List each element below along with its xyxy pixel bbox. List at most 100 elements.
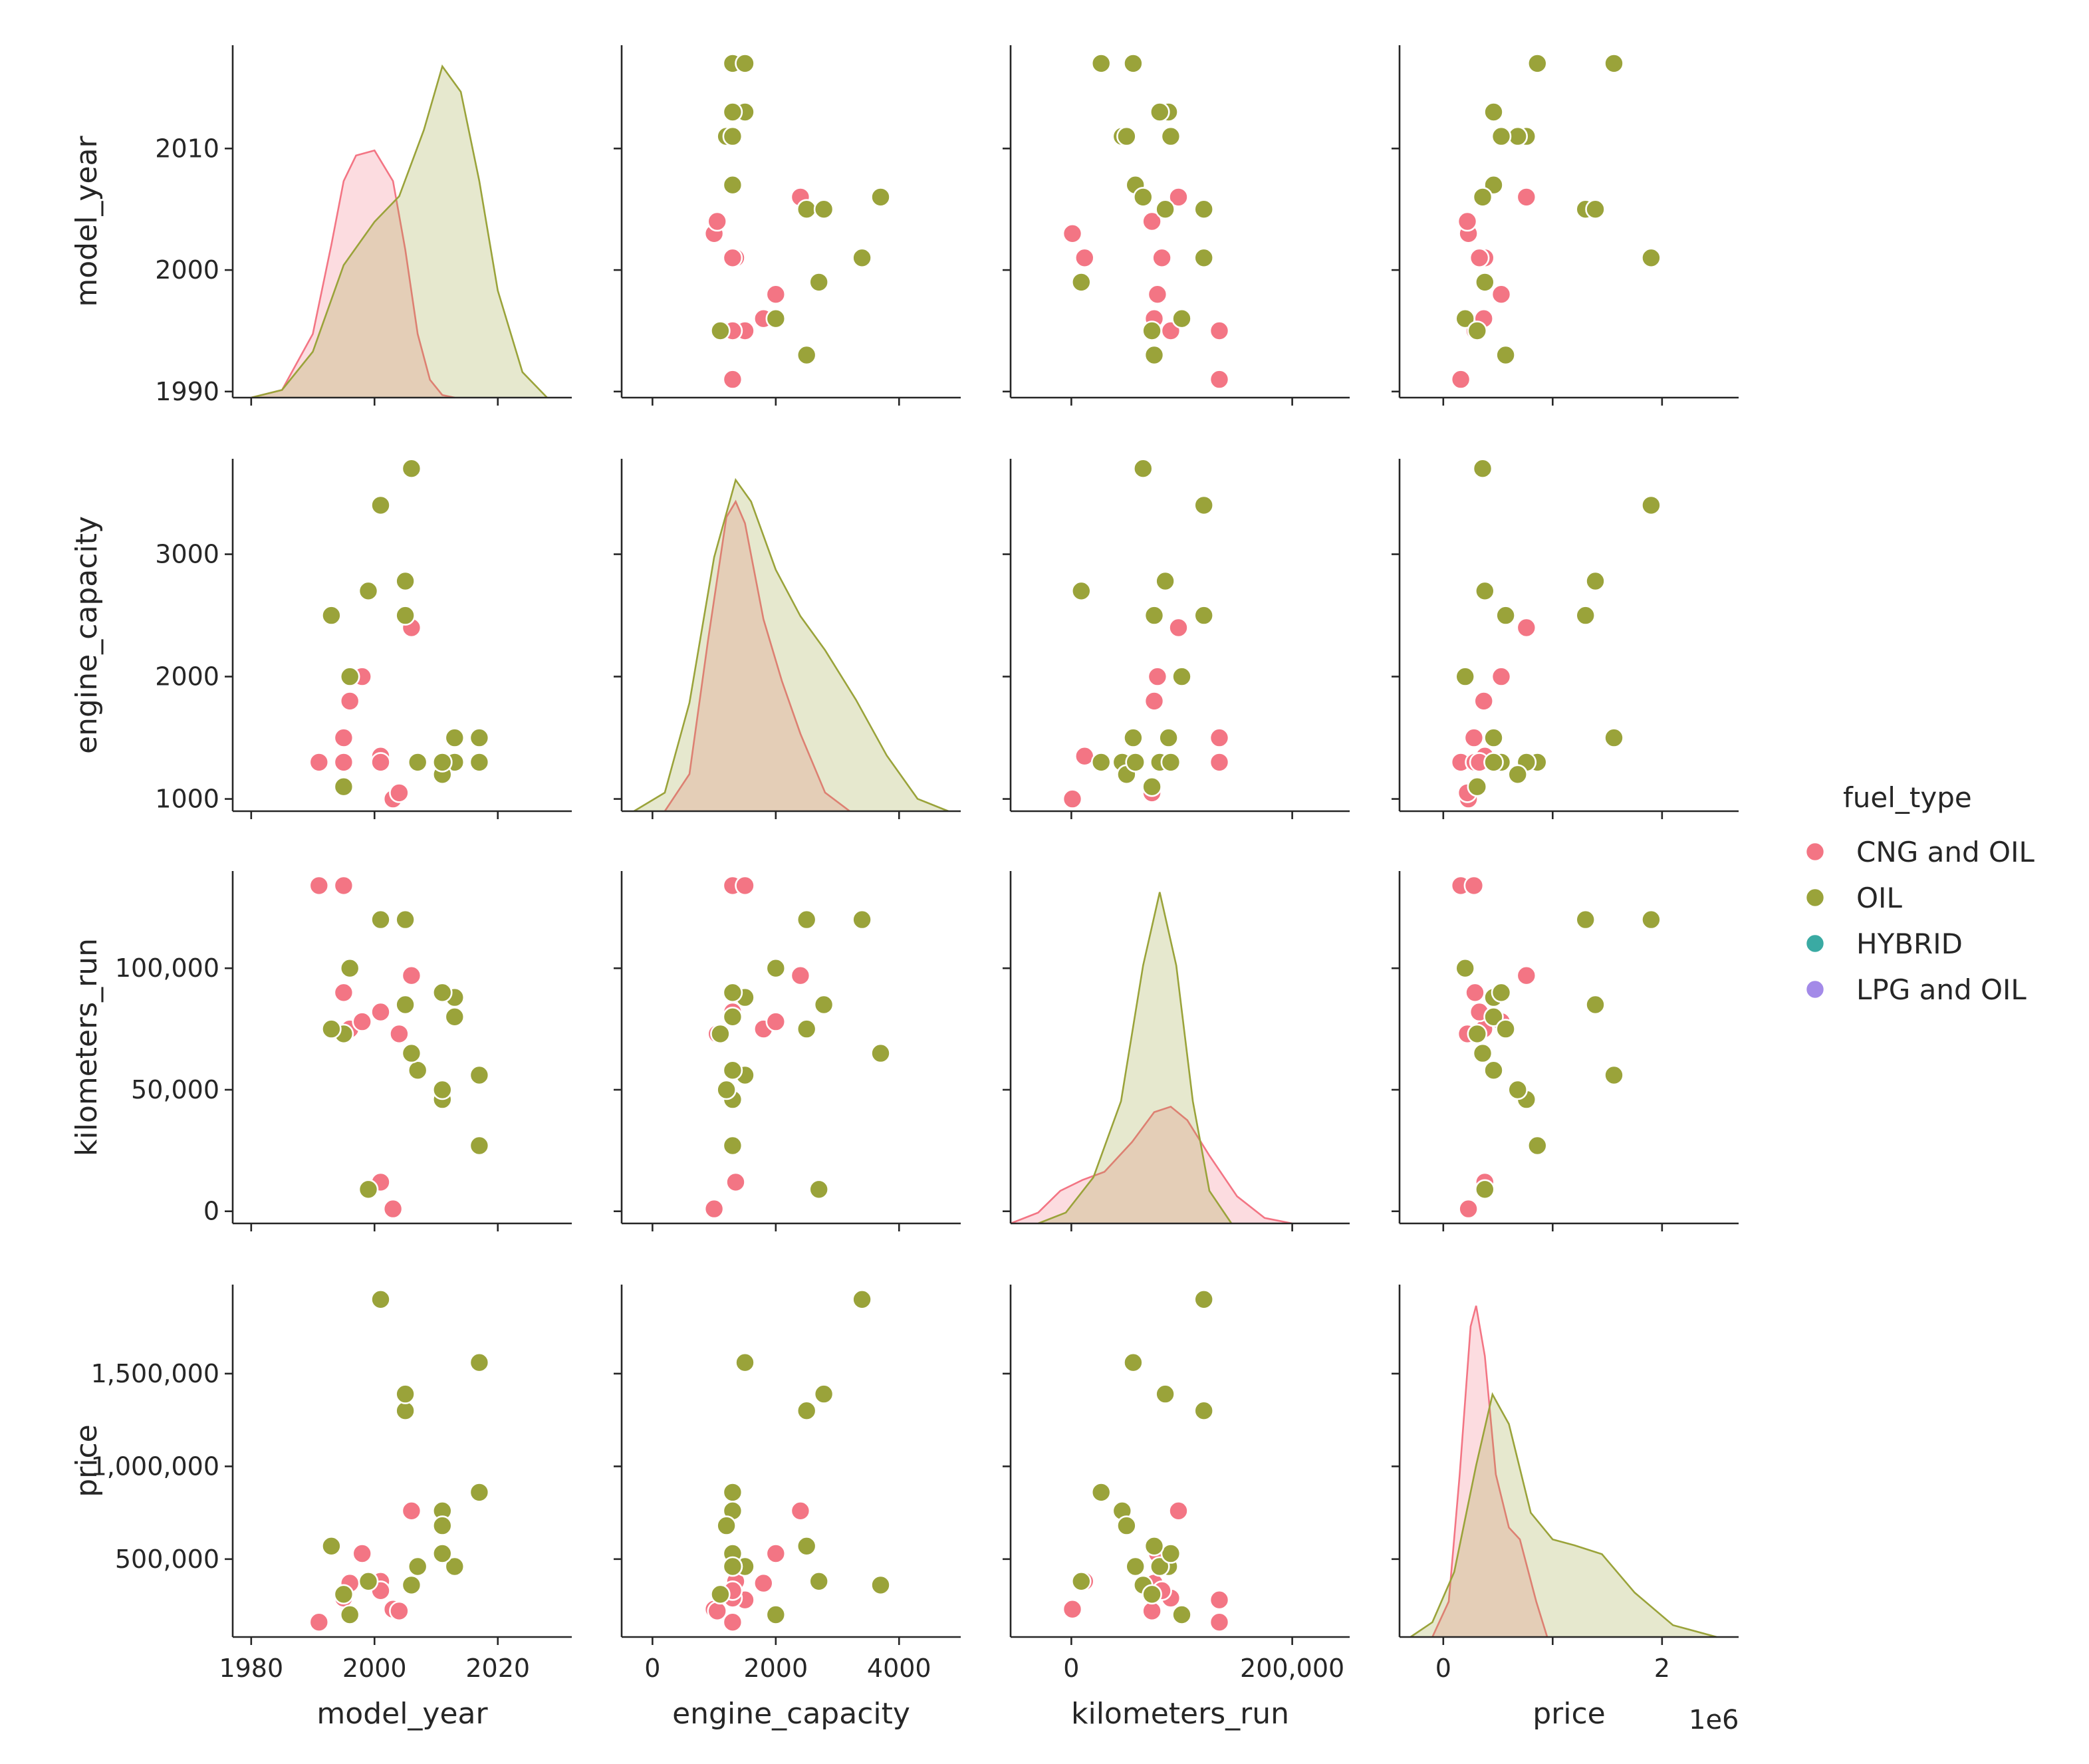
- kde-line-oil: [1038, 892, 1233, 1225]
- scatter-point-23: [1171, 666, 1192, 687]
- scatter-point-6: [1142, 211, 1162, 232]
- scatter-point-9: [370, 1001, 391, 1023]
- scatter-point-19: [1575, 909, 1596, 930]
- scatter-point-16: [1160, 752, 1181, 773]
- scatter-point-1: [1463, 727, 1485, 748]
- scatter-point-25: [1495, 1019, 1516, 1039]
- scatter-point-18: [401, 458, 422, 479]
- scatter-point-1: [1209, 727, 1230, 748]
- x-tick-label: 0: [644, 1654, 660, 1683]
- scatter-point-6: [707, 211, 727, 232]
- scatter-point-22: [1475, 1179, 1495, 1200]
- scatter-point-25: [1495, 605, 1516, 626]
- panel-kilometers_run-vs-kilometers_run: [1003, 871, 1350, 1231]
- kde-line-cng-and-oil: [1010, 1105, 1292, 1225]
- y-tick-label: 1,000,000: [91, 1451, 219, 1481]
- scatter-point-11: [735, 53, 755, 74]
- scatter-point-7: [401, 1501, 422, 1521]
- scatter-point-13: [1483, 102, 1504, 122]
- scatter-point-8: [1465, 982, 1485, 1003]
- scatter-point-16: [1160, 126, 1181, 147]
- scatter-point-25: [796, 1019, 817, 1039]
- x-tick-label: 2: [1654, 1654, 1670, 1683]
- scatter-point-13: [444, 1007, 465, 1027]
- scatter-point-23: [765, 957, 787, 979]
- scatter-point-11: [1604, 727, 1624, 748]
- scatter-point-16: [722, 982, 743, 1003]
- scatter-point-25: [796, 344, 817, 366]
- scatter-point-10: [1090, 53, 1112, 74]
- scatter-point-19: [1193, 1400, 1214, 1421]
- scatter-point-18: [1472, 458, 1493, 479]
- scatter-point-17: [1125, 752, 1146, 773]
- panel-engine_capacity-vs-model_year: 1000 2000 3000 engine_capacity: [70, 458, 572, 819]
- y-axis-label-model_year: model_year: [70, 136, 104, 307]
- scatter-point-3: [352, 1011, 373, 1032]
- scatter-point-17: [722, 1556, 743, 1577]
- y-tick-label: 2000: [155, 255, 219, 285]
- x-axis-label-price: price: [1533, 1697, 1606, 1731]
- panel-price-vs-kilometers_run: 0 200,000 kilometers_run: [1003, 1285, 1350, 1731]
- scatter-point-18: [870, 187, 891, 207]
- y-tick-label: 2010: [155, 134, 219, 163]
- scatter-point-1: [1209, 320, 1230, 341]
- scatter-point-7: [1516, 617, 1537, 638]
- kde-fill-oil: [251, 66, 547, 398]
- scatter-point-11: [469, 1352, 490, 1373]
- scatter-point-25: [321, 605, 342, 626]
- panel-model_year-vs-price: [1392, 45, 1739, 406]
- scatter-point-24: [710, 1023, 731, 1045]
- scatter-point-19: [395, 605, 416, 626]
- scatter-point-20: [1585, 570, 1606, 592]
- x-axis-label-model_year: model_year: [316, 1697, 488, 1731]
- panel-price-vs-price: 0 2 price: [1392, 1285, 1739, 1731]
- scatter-point-17: [1483, 752, 1504, 773]
- panel-model_year-vs-model_year: 1990 2000 2010 model_year: [70, 45, 572, 406]
- scatter-point-19: [395, 909, 416, 930]
- scatter-point-1: [333, 875, 354, 896]
- scatter-point-22: [1071, 272, 1092, 293]
- scatter-point-15: [1116, 1515, 1137, 1536]
- panel-model_year-vs-engine_capacity: [614, 45, 961, 406]
- scatter-point-22: [808, 272, 829, 293]
- scatter-point-16: [722, 126, 743, 147]
- scatter-point-10: [469, 1482, 490, 1503]
- scatter-point-21: [1641, 495, 1661, 516]
- scatter-point-10: [722, 1482, 743, 1503]
- scatter-point-23: [1455, 957, 1475, 979]
- scatter-point-20: [1155, 199, 1175, 220]
- scatter-point-13: [444, 1556, 465, 1577]
- legend-label-lpg-and-oil: LPG and OIL: [1856, 973, 2027, 1006]
- scatter-point-7: [1168, 1501, 1189, 1521]
- scatter-point-12: [1158, 727, 1179, 748]
- scatter-point-21: [370, 1289, 391, 1310]
- scatter-point-7: [790, 965, 811, 986]
- scatter-point-11: [1123, 727, 1144, 748]
- scatter-point-21: [1193, 495, 1214, 516]
- scatter-point-1: [333, 727, 354, 748]
- kde-fill-oil: [1038, 892, 1232, 1223]
- scatter-point-6: [389, 783, 410, 803]
- scatter-point-10: [1090, 1482, 1112, 1503]
- scatter-point-19: [796, 199, 817, 220]
- panel-engine_capacity-vs-engine_capacity: [614, 459, 961, 819]
- scatter-point-8: [333, 752, 354, 773]
- scatter-point-12: [1483, 727, 1504, 748]
- scatter-point-1: [1209, 1589, 1230, 1610]
- scatter-point-18: [401, 1043, 422, 1064]
- scatter-point-11: [1123, 53, 1144, 74]
- scatter-point-25: [1144, 344, 1165, 366]
- scatter-point-3: [1491, 284, 1512, 305]
- scatter-point-7: [401, 965, 422, 986]
- scatter-point-7: [1168, 187, 1189, 207]
- scatter-point-21: [1193, 247, 1214, 269]
- scatter-point-22: [1071, 580, 1092, 602]
- scatter-point-22: [358, 580, 379, 602]
- scatter-point-22: [358, 1179, 379, 1200]
- scatter-point-24: [1142, 776, 1162, 797]
- y-tick-label: 1990: [155, 377, 219, 406]
- y-tick-label: 1000: [155, 785, 219, 814]
- scatter-point-20: [395, 1384, 416, 1404]
- price-offset-label: 1e6: [1689, 1705, 1739, 1735]
